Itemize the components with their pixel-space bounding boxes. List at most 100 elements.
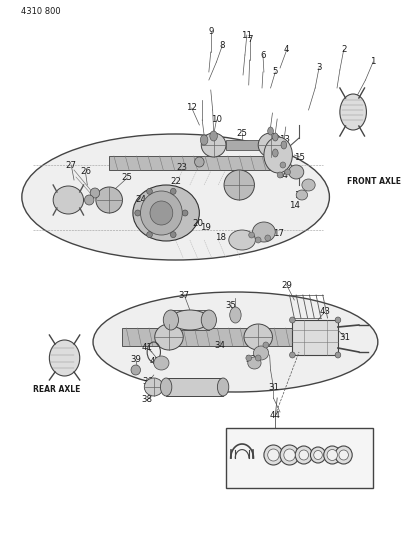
Ellipse shape <box>146 188 152 195</box>
Bar <box>122 328 302 346</box>
Ellipse shape <box>22 134 329 260</box>
Text: 11: 11 <box>241 30 252 39</box>
Ellipse shape <box>273 133 278 141</box>
Text: 19: 19 <box>200 223 211 232</box>
Text: 25: 25 <box>237 128 248 138</box>
Ellipse shape <box>314 450 322 459</box>
Ellipse shape <box>284 449 295 461</box>
Text: 39: 39 <box>130 356 141 365</box>
Text: 40: 40 <box>56 353 67 362</box>
Text: 27: 27 <box>66 160 77 169</box>
Text: 1: 1 <box>370 58 376 67</box>
Bar <box>166 378 223 396</box>
Ellipse shape <box>255 355 261 361</box>
Ellipse shape <box>340 94 366 130</box>
Text: 14: 14 <box>289 200 300 209</box>
Ellipse shape <box>302 179 315 191</box>
Text: 4: 4 <box>284 45 289 54</box>
Bar <box>226 140 268 150</box>
Text: 3: 3 <box>316 63 322 72</box>
Text: 15: 15 <box>295 152 306 161</box>
Ellipse shape <box>49 340 80 376</box>
Ellipse shape <box>229 230 255 250</box>
Text: 4310 800: 4310 800 <box>21 7 60 17</box>
Ellipse shape <box>200 135 208 145</box>
Ellipse shape <box>327 449 337 461</box>
Ellipse shape <box>335 317 341 323</box>
Text: 37: 37 <box>179 290 190 300</box>
Ellipse shape <box>230 307 241 323</box>
Bar <box>293 320 338 355</box>
Ellipse shape <box>150 201 173 225</box>
Text: 13: 13 <box>279 135 290 144</box>
Ellipse shape <box>182 210 188 216</box>
Ellipse shape <box>135 210 140 216</box>
Text: 35: 35 <box>225 301 236 310</box>
Ellipse shape <box>248 357 261 369</box>
Text: 18: 18 <box>215 232 226 241</box>
Text: 16: 16 <box>239 181 251 190</box>
Text: 8: 8 <box>220 42 225 51</box>
Ellipse shape <box>268 127 273 135</box>
Ellipse shape <box>210 131 217 141</box>
Bar <box>171 310 209 330</box>
Ellipse shape <box>171 232 176 238</box>
Ellipse shape <box>299 450 308 460</box>
Ellipse shape <box>281 141 287 149</box>
Ellipse shape <box>217 378 229 396</box>
Bar <box>226 428 373 488</box>
Text: 22: 22 <box>170 177 181 187</box>
Text: 42: 42 <box>149 358 160 367</box>
Ellipse shape <box>290 317 295 323</box>
Text: 33: 33 <box>245 356 256 365</box>
Ellipse shape <box>131 365 140 375</box>
Text: 14: 14 <box>277 171 288 180</box>
Text: 43: 43 <box>319 308 330 317</box>
Ellipse shape <box>339 450 348 460</box>
Text: 32: 32 <box>258 343 269 352</box>
Ellipse shape <box>163 310 178 330</box>
Text: 38: 38 <box>142 395 153 405</box>
Text: 46: 46 <box>351 457 362 466</box>
Ellipse shape <box>265 235 271 241</box>
Text: 44: 44 <box>270 410 281 419</box>
Ellipse shape <box>93 292 378 392</box>
Ellipse shape <box>258 133 283 157</box>
Text: 12: 12 <box>186 103 197 112</box>
Ellipse shape <box>224 170 255 200</box>
Ellipse shape <box>201 310 217 330</box>
Text: 9: 9 <box>208 28 213 36</box>
Ellipse shape <box>90 188 100 198</box>
Ellipse shape <box>146 232 152 238</box>
Text: 25: 25 <box>122 174 133 182</box>
Text: 26: 26 <box>80 167 91 176</box>
Ellipse shape <box>155 324 183 350</box>
Ellipse shape <box>171 188 176 195</box>
Ellipse shape <box>277 172 283 178</box>
Text: 6: 6 <box>260 51 266 60</box>
Text: FRONT AXLE: FRONT AXLE <box>346 177 401 187</box>
Text: 36: 36 <box>142 377 153 386</box>
Ellipse shape <box>96 187 122 213</box>
Text: 34: 34 <box>215 341 226 350</box>
Ellipse shape <box>273 149 278 157</box>
Ellipse shape <box>246 355 252 361</box>
Ellipse shape <box>133 185 200 241</box>
Ellipse shape <box>295 446 313 464</box>
Ellipse shape <box>84 195 94 205</box>
Text: 31: 31 <box>268 383 279 392</box>
Ellipse shape <box>268 449 279 461</box>
Ellipse shape <box>310 447 326 463</box>
Ellipse shape <box>195 157 204 167</box>
Ellipse shape <box>296 190 308 200</box>
Bar <box>109 156 271 170</box>
Ellipse shape <box>144 378 163 396</box>
Text: 23: 23 <box>177 164 188 173</box>
Ellipse shape <box>244 324 273 350</box>
Text: 47: 47 <box>275 467 286 477</box>
Text: 17: 17 <box>273 229 284 238</box>
Text: 41: 41 <box>142 343 153 352</box>
Text: 28: 28 <box>63 206 74 214</box>
Ellipse shape <box>335 352 341 358</box>
Ellipse shape <box>253 222 275 242</box>
